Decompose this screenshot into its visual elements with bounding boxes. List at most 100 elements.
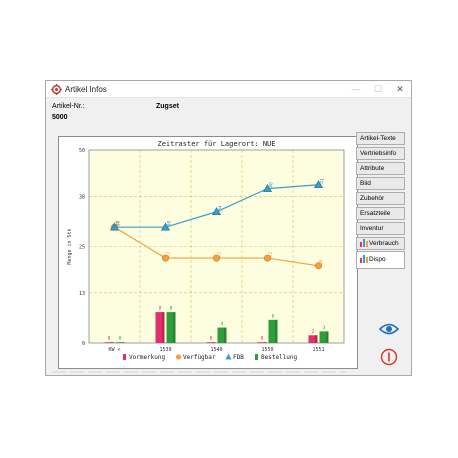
legend-marker: [255, 354, 258, 360]
bar: [217, 327, 227, 343]
bar-shade: [326, 331, 329, 343]
tab-label: Zubehör: [360, 195, 385, 202]
bar-shade: [122, 342, 125, 343]
bar-shade: [275, 319, 278, 343]
bar-shade: [173, 312, 176, 343]
tab-label: Artikel-Texte: [360, 135, 396, 142]
bar-value-label: 0: [261, 336, 264, 342]
bar: [166, 312, 176, 343]
close-button[interactable]: ✕: [396, 84, 404, 94]
bar-value-label: 0: [119, 336, 122, 342]
article-number-label: Artikel-Nr.:: [52, 103, 85, 110]
dispo-chart-panel: Zeitraster für Lagerort: NUE 0 13 25 38 50 Men…: [58, 136, 358, 369]
line-point: [213, 254, 221, 262]
tab-label: Bild: [360, 180, 371, 187]
legend-label: Bestellung: [261, 354, 298, 361]
article-info-window: Artikel Infos — ☐ ✕ Artikel-Nr.: 5000 Zu…: [45, 80, 412, 376]
point-value-label: 30: [167, 220, 173, 226]
bar: [268, 319, 278, 343]
bar: [104, 342, 114, 343]
point-value-label: 34: [218, 205, 224, 211]
legend-label: Vormerkung: [129, 354, 166, 361]
tab-inventur[interactable]: Inventur: [356, 222, 405, 235]
bar-value-label: 3: [323, 325, 326, 331]
chart-title: Zeitraster für Lagerort: NUE: [157, 140, 275, 148]
bar: [155, 312, 165, 343]
window-title: Artikel Infos: [65, 85, 107, 94]
tab-artikel-texte[interactable]: Artikel-Texte: [356, 132, 405, 145]
tab-bild[interactable]: Bild: [356, 177, 405, 190]
point-value-label: 40: [269, 182, 275, 188]
tab-label: Inventur: [360, 225, 384, 232]
y-tick-label: 13: [79, 291, 85, 297]
y-axis-label: Menge in Stk: [67, 228, 73, 264]
bar-shade: [111, 342, 114, 343]
line-point: [162, 254, 170, 262]
bar-shade: [224, 327, 227, 343]
tab-label: Vertriebsinfo: [360, 150, 397, 157]
x-tick-label: 1551: [312, 347, 324, 353]
tab-zubehoer[interactable]: Zubehör: [356, 192, 405, 205]
bar: [257, 342, 267, 343]
tab-vertriebsinfo[interactable]: Vertriebsinfo: [356, 147, 405, 160]
line-point: [264, 254, 272, 262]
legend-marker: [123, 354, 126, 360]
point-value-label: 22: [268, 251, 274, 257]
bar-shade: [213, 342, 216, 343]
x-tick-label: 1539: [159, 347, 171, 353]
y-tick-label: 38: [79, 194, 85, 200]
bar-chart-icon: [360, 239, 368, 248]
article-number-value: 5000: [52, 114, 68, 121]
tab-verbrauch[interactable]: Verbrauch: [356, 237, 405, 250]
eye-icon[interactable]: [379, 322, 399, 336]
line-point: [211, 207, 222, 216]
bar-shade: [162, 312, 165, 343]
legend-marker: [225, 353, 232, 360]
tab-ersatzteile[interactable]: Ersatzteile: [356, 207, 405, 220]
minimize-button[interactable]: —: [351, 84, 361, 94]
tab-label: Dispo: [369, 256, 386, 263]
gear-app-icon: [51, 84, 62, 95]
bar-value-label: 4: [221, 321, 224, 327]
title-bar: Artikel Infos — ☐ ✕: [46, 81, 411, 98]
legend-label: Verfügbar: [183, 354, 216, 361]
bar: [308, 335, 318, 343]
status-strip: [52, 371, 346, 373]
line-point: [313, 180, 324, 189]
tab-label: Attribute: [360, 165, 385, 172]
x-tick-label: 1540: [210, 347, 222, 353]
bar-value-label: 8: [159, 306, 162, 312]
line-point: [262, 183, 273, 192]
line-point: [109, 222, 120, 231]
point-value-label: 20: [319, 259, 325, 265]
bar-value-label: 2: [312, 329, 315, 335]
bar-value-label: 0: [108, 336, 111, 342]
point-value-label: 41: [320, 178, 326, 184]
y-tick-label: 50: [79, 148, 85, 154]
tab-dispo[interactable]: Dispo: [356, 251, 405, 269]
legend-label: FDB: [233, 354, 244, 361]
tab-label: Verbrauch: [369, 240, 399, 247]
maximize-button[interactable]: ☐: [373, 84, 383, 94]
point-value-label: 30: [116, 220, 122, 226]
article-name: Zugset: [156, 103, 179, 110]
tab-label: Ersatzteile: [360, 210, 391, 217]
bar-shade: [315, 335, 318, 343]
point-value-label: 22: [166, 251, 172, 257]
bar: [319, 331, 329, 343]
dispo-chart: Zeitraster für Lagerort: NUE013253850Men…: [67, 140, 345, 361]
bar-shade: [264, 342, 267, 343]
bar: [115, 342, 125, 343]
alert-icon[interactable]: [380, 348, 398, 366]
y-tick-label: 25: [79, 245, 85, 251]
bar-value-label: 0: [210, 336, 213, 342]
line-point: [314, 262, 322, 270]
bar-value-label: 8: [170, 306, 173, 312]
point-value-label: 22: [217, 251, 223, 257]
y-tick-label: 0: [82, 341, 85, 347]
point-value-label: 30: [115, 220, 121, 226]
x-tick-label: KW <: [108, 347, 120, 353]
bar: [206, 342, 216, 343]
tab-attribute[interactable]: Attribute: [356, 162, 405, 175]
line-point: [160, 222, 171, 231]
